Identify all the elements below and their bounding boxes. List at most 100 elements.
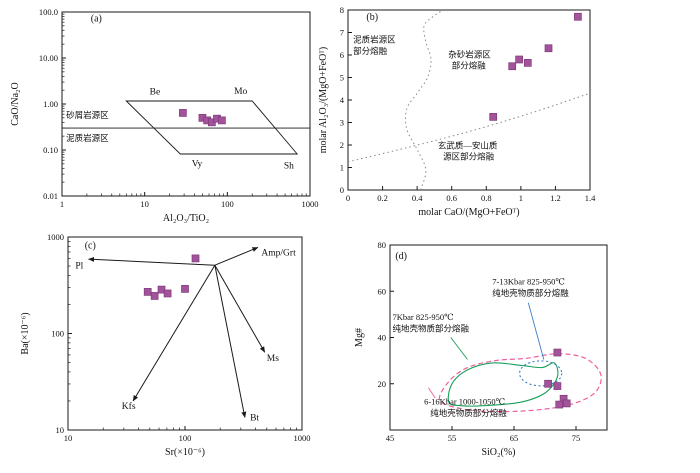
x-tick-label: 75 [572,433,581,443]
greywacke-basaltic-boundary [347,92,591,163]
source-parallelogram [125,100,299,155]
y-tick-label: 3 [340,118,344,128]
data-point-marker [163,289,172,298]
data-point-marker [181,285,189,293]
panel-d: 45 55 65 75 20 40 60 80 (d) 7-13Kbar 825-950℃ 纯地壳物… [354,240,608,458]
data-point-marker [555,400,564,409]
annotation-text: Sh [284,161,294,171]
data-point-marker [562,399,571,408]
x-tick-label: 100 [221,199,234,209]
annotation-text: Vy [192,159,203,169]
vector-arrow-kfs [132,264,216,402]
data-point-marker [191,254,200,263]
vector-label: Ms [267,354,279,364]
y-tick-label: 10 [56,425,65,435]
y-tick-label: 4 [340,95,345,105]
y-tick-label: 60 [378,286,387,296]
annotation-text: Mo [234,87,247,97]
vector-label: Pl [75,262,83,272]
x-tick-label: 65 [510,433,519,443]
data-point-marker [544,379,552,388]
x-tick-label: 10 [140,199,149,209]
annotation-text: 源区部分熔融 [443,152,495,162]
data-point-marker [508,62,517,71]
y-axis-title-c: Ba(×10⁻⁶) [20,312,31,354]
y-tick-label: 5 [340,73,344,83]
y-tick-label: 6 [340,50,344,60]
annotation-text: 7-13Kbar 825-950℃ [492,276,565,286]
annotation-text: 纯地壳物质部分熔融 [430,408,507,418]
y-tick-label: 0.10 [43,145,58,155]
x-axis-title-b: molar CaO/(MgO+FeOᵀ) [418,207,519,218]
data-point-marker [523,59,532,67]
x-tick-label: 1.2 [550,193,561,203]
x-tick-label: 100 [179,433,192,443]
vector-arrow-ms [214,264,266,353]
panel-a: 1 10 100 1000 100.0 10.00 1.00 0.10 0.01 (a) 砂屑岩源区… [10,7,319,224]
x-tick-label: 0.2 [377,193,388,203]
y-tick-label: 0 [340,185,344,195]
x-axis-title-d: SiO₂(%) [481,447,515,458]
annotation-text: (d) [395,251,407,262]
data-point-marker [179,109,187,117]
field-7kbar-green [447,362,559,407]
y-tick-label: 1000 [47,232,64,242]
x-tick-label: 55 [448,433,457,443]
y-tick-label: 100.0 [39,7,58,17]
vector-label: Bt [250,414,259,424]
data-points-b [489,12,582,121]
x-tick-label: 0.8 [481,193,492,203]
annotation-text: (b) [366,12,378,23]
x-axis-title-a: Al₂O₃/TiO₂ [163,213,209,224]
y-tick-label: 20 [378,379,387,389]
x-axis-title-c: Sr(×10⁻⁶) [165,447,205,458]
y-axis-title-b: molar Al₂O₃/(MgO+FeOᵀ) [318,47,329,154]
annotation-text: 泥质岩源区 [66,133,109,143]
annotation-text: 部分熔融 [452,61,487,71]
data-point-marker [489,113,498,121]
y-tick-label: 2 [340,140,344,150]
x-tick-label: 0 [346,193,350,203]
annotation-text: 纯地壳物质部分熔融 [492,288,569,298]
x-tick-label: 0.6 [446,193,457,203]
annotation-text: 7Kbar 825-950℃ [392,312,453,322]
pelite-greywacke-boundary [404,9,444,191]
data-point-marker [515,55,523,64]
y-tick-label: 0.01 [43,191,58,201]
vector-label: Amp/Grt [261,249,296,259]
vector-arrow-pl [88,256,215,266]
y-tick-label: 8 [340,5,344,15]
data-points-d [544,348,571,409]
plot-frame-a [61,11,311,197]
annotation-text: 玄武质—安山质 [438,140,498,150]
data-point-marker [150,292,159,300]
data-point-marker [553,382,562,390]
x-tick-label: 1000 [302,199,319,209]
y-tick-label: 100 [51,329,64,339]
y-axis-title-a: CaO/Na₂O [10,82,21,125]
annotation-text: 6-16Kbar 1000-1050℃ [424,397,505,407]
data-point-marker [544,44,553,53]
annotation-text: (c) [85,241,96,252]
field-6-16kbar-pink [438,353,602,413]
y-tick-label: 10.00 [39,53,58,63]
data-point-marker [218,116,226,125]
panel-b: 0 0.2 0.4 0.6 0.8 1 1.2 1.4 0 1 2 3 4 5 6 7 8 (b) 泥质岩源区部分熔… [318,5,596,218]
data-points-c [143,254,200,300]
annotation-text: 部分熔融 [353,46,388,56]
annotation-text: 泥质岩源区 [353,35,396,45]
data-point-marker [143,288,152,296]
x-tick-label: 10 [64,433,73,443]
data-point-marker [553,348,562,357]
annotation-text: 砂屑岩源区 [66,110,109,120]
y-tick-label: 1 [340,163,344,173]
leader-blue [527,302,545,360]
leader-green [450,337,468,360]
annotation-text: 杂砂岩源区 [448,49,491,59]
x-tick-label: 1.4 [585,193,596,203]
y-tick-label: 80 [378,240,387,250]
x-tick-label: 0.4 [412,193,423,203]
annotation-text: 纯地壳物质部分熔融 [392,324,469,334]
